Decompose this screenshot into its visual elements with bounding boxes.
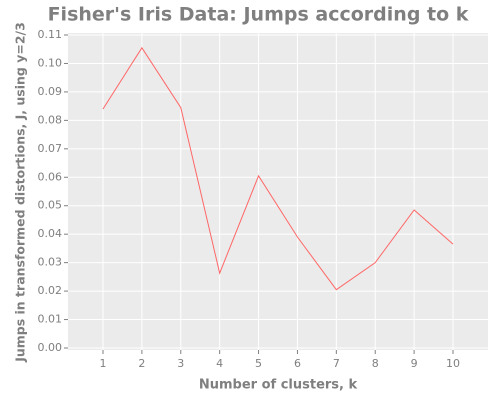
x-axis-label: Number of clusters, k xyxy=(199,378,358,393)
x-tick-label: 10 xyxy=(446,357,460,370)
x-tick-label: 7 xyxy=(333,357,340,370)
y-tick-label: 0.09 xyxy=(38,85,63,98)
y-tick-label: 0.06 xyxy=(38,170,63,183)
x-tick-label: 2 xyxy=(138,357,145,370)
y-tick-label: 0.02 xyxy=(38,284,63,297)
x-tick-label: 3 xyxy=(177,357,184,370)
y-tick-label: 0.10 xyxy=(38,56,63,69)
y-tick-label: 0.04 xyxy=(38,227,63,240)
x-tick-label: 4 xyxy=(216,357,223,370)
y-tick-label: 0.01 xyxy=(38,313,63,326)
y-tick-label: 0.00 xyxy=(38,341,63,354)
y-tick-label: 0.05 xyxy=(38,199,63,212)
y-tick-label: 0.08 xyxy=(38,113,63,126)
y-axis-label: Jumps in transformed distortions, J, usi… xyxy=(13,22,28,363)
y-tick-label: 0.03 xyxy=(38,256,63,269)
x-tick-label: 6 xyxy=(294,357,301,370)
x-tick-label: 9 xyxy=(411,357,418,370)
plot-panel xyxy=(68,33,488,350)
y-tick-label: 0.07 xyxy=(38,142,63,155)
chart-title: Fisher's Iris Data: Jumps according to k xyxy=(48,4,469,26)
y-tick-label: 0.11 xyxy=(38,28,63,41)
data-line xyxy=(102,46,454,291)
x-tick-label: 5 xyxy=(255,357,262,370)
x-tick-label: 8 xyxy=(372,357,379,370)
x-tick-label: 1 xyxy=(100,357,107,370)
